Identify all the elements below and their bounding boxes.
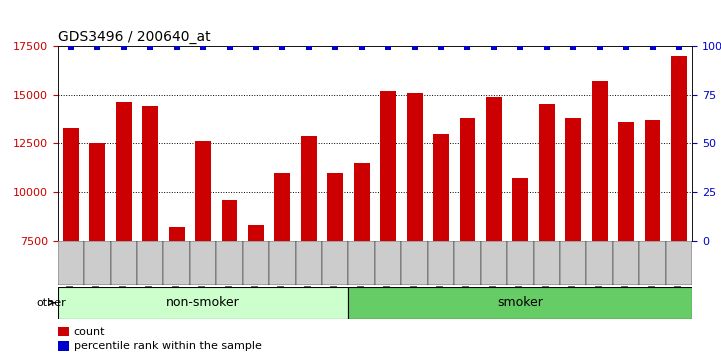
Point bbox=[303, 44, 314, 50]
FancyBboxPatch shape bbox=[296, 241, 322, 285]
Bar bbox=[301, 136, 317, 241]
FancyBboxPatch shape bbox=[84, 241, 110, 285]
Point bbox=[171, 44, 182, 50]
FancyBboxPatch shape bbox=[586, 241, 613, 285]
Bar bbox=[221, 200, 237, 241]
Bar bbox=[513, 178, 528, 241]
FancyBboxPatch shape bbox=[507, 241, 534, 285]
Bar bbox=[645, 120, 660, 241]
Bar bbox=[89, 143, 105, 241]
FancyBboxPatch shape bbox=[243, 241, 269, 285]
Bar bbox=[565, 118, 581, 241]
Point bbox=[92, 44, 103, 50]
Text: count: count bbox=[74, 327, 105, 337]
Point bbox=[435, 44, 447, 50]
Bar bbox=[459, 118, 475, 241]
Point bbox=[356, 44, 368, 50]
Point bbox=[250, 44, 262, 50]
FancyBboxPatch shape bbox=[454, 241, 481, 285]
Bar bbox=[169, 227, 185, 241]
FancyBboxPatch shape bbox=[269, 241, 296, 285]
Point bbox=[277, 44, 288, 50]
Bar bbox=[354, 163, 370, 241]
Bar bbox=[433, 133, 449, 241]
Bar bbox=[407, 93, 423, 241]
FancyBboxPatch shape bbox=[428, 241, 454, 285]
FancyBboxPatch shape bbox=[534, 241, 560, 285]
Point bbox=[647, 44, 658, 50]
FancyBboxPatch shape bbox=[665, 241, 692, 285]
Bar bbox=[142, 106, 158, 241]
Bar bbox=[327, 172, 343, 241]
Text: percentile rank within the sample: percentile rank within the sample bbox=[74, 341, 262, 351]
Point bbox=[198, 44, 209, 50]
Point bbox=[541, 44, 552, 50]
FancyBboxPatch shape bbox=[560, 241, 586, 285]
Point bbox=[620, 44, 632, 50]
Point bbox=[329, 44, 341, 50]
Point bbox=[488, 44, 500, 50]
Bar bbox=[248, 225, 264, 241]
FancyBboxPatch shape bbox=[481, 241, 507, 285]
FancyBboxPatch shape bbox=[164, 241, 190, 285]
Bar bbox=[539, 104, 554, 241]
Point bbox=[65, 44, 76, 50]
Point bbox=[567, 44, 579, 50]
Bar bbox=[116, 103, 132, 241]
FancyBboxPatch shape bbox=[613, 241, 640, 285]
Bar bbox=[671, 56, 687, 241]
Text: other: other bbox=[37, 298, 66, 308]
FancyBboxPatch shape bbox=[110, 241, 137, 285]
Point bbox=[118, 44, 130, 50]
Point bbox=[224, 44, 235, 50]
Bar bbox=[195, 141, 211, 241]
Bar bbox=[618, 122, 634, 241]
Bar bbox=[58, 327, 69, 336]
FancyBboxPatch shape bbox=[402, 241, 428, 285]
Text: smoker: smoker bbox=[497, 296, 543, 309]
Point bbox=[594, 44, 606, 50]
Point bbox=[382, 44, 394, 50]
Point bbox=[673, 44, 685, 50]
Bar bbox=[63, 128, 79, 241]
FancyBboxPatch shape bbox=[322, 241, 348, 285]
Bar bbox=[486, 97, 502, 241]
FancyBboxPatch shape bbox=[375, 241, 402, 285]
Point bbox=[515, 44, 526, 50]
Bar bbox=[380, 91, 396, 241]
FancyBboxPatch shape bbox=[58, 287, 348, 319]
FancyBboxPatch shape bbox=[640, 241, 665, 285]
FancyBboxPatch shape bbox=[137, 241, 164, 285]
Bar bbox=[58, 341, 69, 351]
Text: non-smoker: non-smoker bbox=[167, 296, 240, 309]
Point bbox=[409, 44, 420, 50]
Point bbox=[144, 44, 156, 50]
Bar bbox=[275, 172, 291, 241]
FancyBboxPatch shape bbox=[216, 241, 243, 285]
FancyBboxPatch shape bbox=[348, 241, 375, 285]
Text: GDS3496 / 200640_at: GDS3496 / 200640_at bbox=[58, 30, 211, 44]
Point bbox=[461, 44, 473, 50]
FancyBboxPatch shape bbox=[58, 241, 84, 285]
FancyBboxPatch shape bbox=[190, 241, 216, 285]
FancyBboxPatch shape bbox=[348, 287, 692, 319]
Bar bbox=[592, 81, 608, 241]
